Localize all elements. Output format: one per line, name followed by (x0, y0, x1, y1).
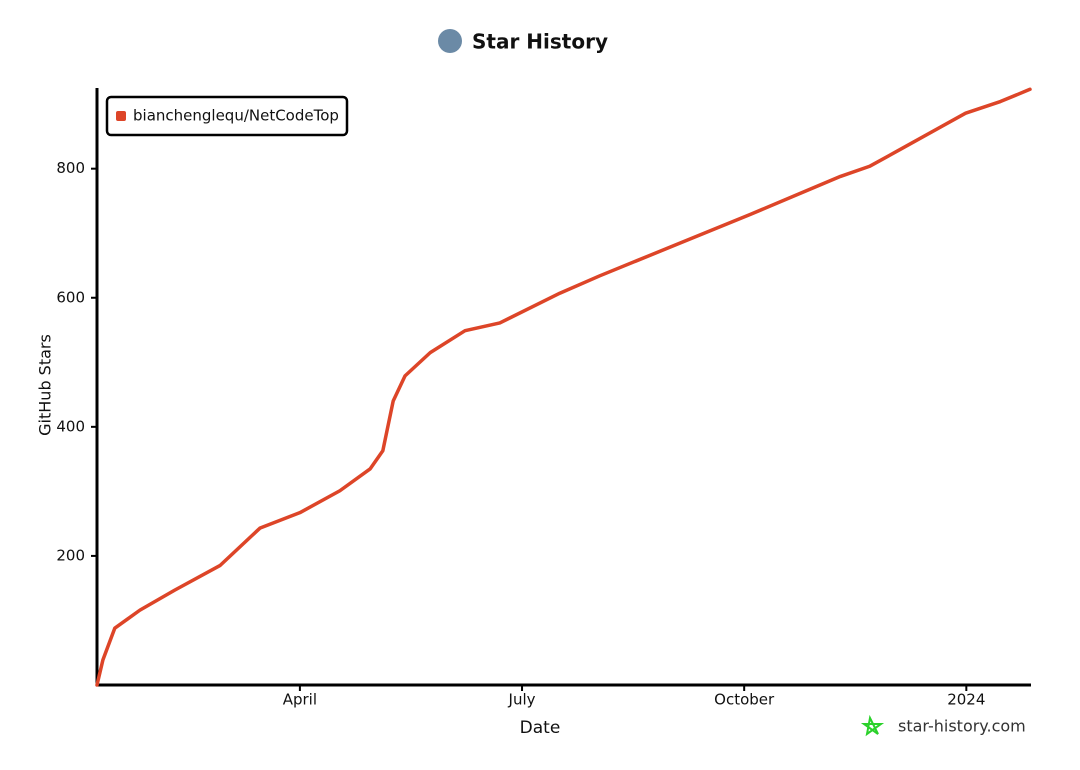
x-tick-label: 2024 (947, 691, 985, 709)
x-axis-title: Date (520, 718, 561, 738)
y-tick-label: 800 (56, 159, 85, 177)
y-tick-label: 600 (56, 288, 85, 306)
y-tick-label: 400 (56, 417, 85, 435)
legend-swatch (116, 111, 126, 121)
line (95, 87, 1032, 687)
watermark-icon (860, 714, 885, 737)
y-tick-label: 200 (56, 546, 85, 564)
watermark: star-history.com (898, 717, 1026, 736)
chart-title: Star History (472, 30, 608, 54)
legend-box (105, 95, 349, 137)
y-axis-title: GitHub Stars (36, 334, 55, 436)
x-tick-label: July (508, 691, 536, 709)
legend-label: bianchenglequ/NetCodeTop (133, 107, 339, 125)
x-tick-label: October (714, 691, 775, 709)
logo (438, 29, 462, 53)
x-tick-label: April (283, 691, 317, 709)
